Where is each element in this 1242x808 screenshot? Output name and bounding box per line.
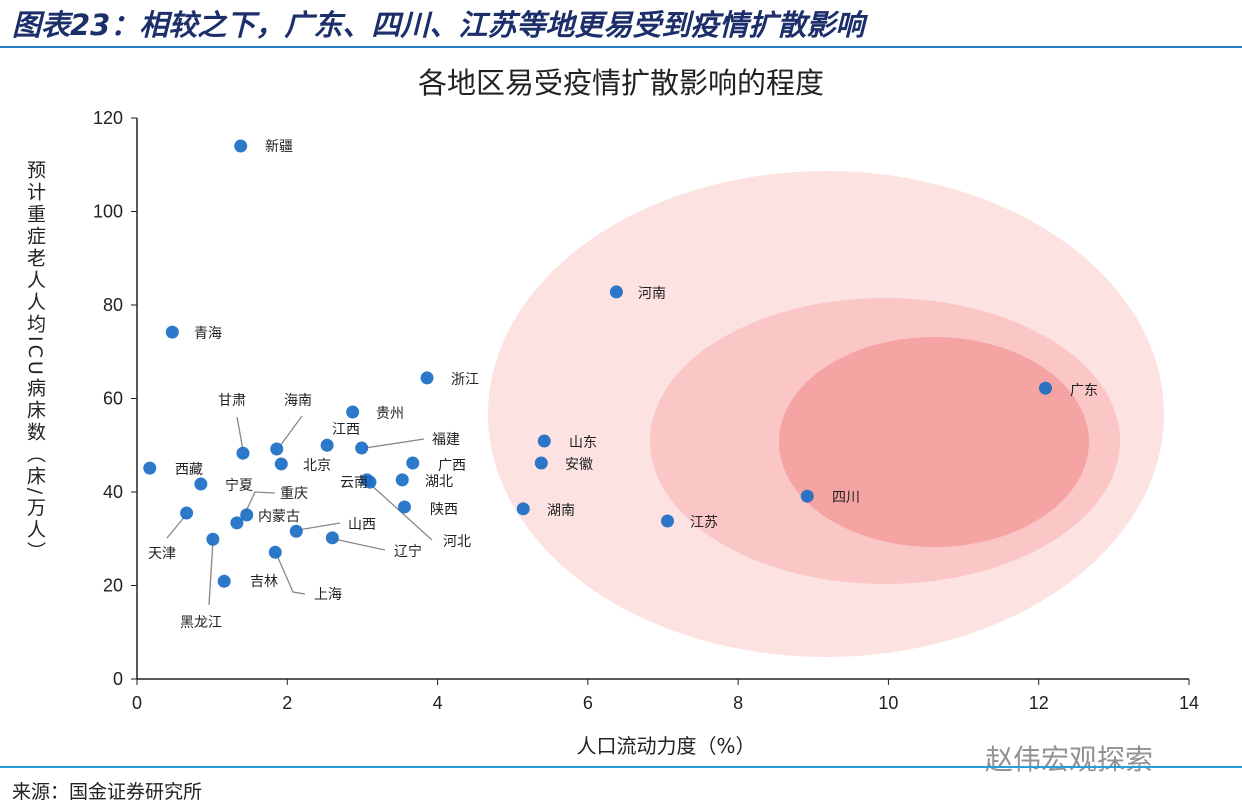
x-tick-label: 10 [878,693,898,713]
axes: 0 2 4 6 8 10 12 14 0 20 40 60 80 100 120 [93,108,1199,713]
leader-line [275,552,306,595]
data-point [234,139,248,153]
y-tick-label: 40 [103,482,123,502]
point-label: 福建 [432,432,460,448]
point-label: 四川 [832,490,860,506]
point-label: 宁夏 [225,477,253,494]
point-label: 吉林 [250,574,278,590]
point-label: 天津 [148,546,176,562]
title-divider [0,46,1242,48]
y-tick-label: 20 [103,576,123,596]
y-tick-label: 100 [93,202,123,222]
point-label: 甘肃 [218,393,246,409]
data-point [320,438,334,452]
data-point [406,456,420,470]
x-tick-label: 6 [583,693,593,713]
x-axis-label: 人口流动力度（%） [576,734,756,758]
point-label: 新疆 [265,139,293,155]
leader-line [236,416,244,451]
data-point [274,457,288,471]
point-label: 黑龙江 [180,615,222,631]
data-point [537,434,551,448]
risk-zone-inner [779,337,1089,547]
point-label: 湖北 [425,474,453,490]
data-point [236,446,250,460]
data-point [230,516,244,530]
point-label: 山东 [569,435,597,451]
figure-title: 图表23：相较之下，广东、四川、江苏等地更易受到疫情扩散影响 [12,8,865,42]
point-label: 青海 [194,326,222,342]
x-tick-label: 8 [733,693,743,713]
data-point [194,477,208,491]
data-point [346,405,360,419]
y-axis-label: 预计重症老人人均ICU病床数（床/万人） [24,160,46,564]
data-point [268,545,282,559]
point-label: 山西 [348,517,376,533]
data-point [270,442,284,456]
point-label: 安徽 [565,457,593,473]
data-point [398,500,412,514]
y-tick-label: 80 [103,295,123,315]
point-label: 内蒙古 [258,509,300,525]
point-label: 江西 [332,422,360,438]
point-label: 贵州 [376,406,404,422]
data-point [516,502,530,516]
data-point [180,506,194,520]
point-label: 河北 [443,534,471,550]
leader-lines [166,415,433,606]
point-label: 海南 [284,393,312,409]
data-point [609,285,623,299]
data-point [206,532,220,546]
data-point [240,508,254,522]
leader-line [208,540,214,606]
point-label: 北京 [303,458,331,474]
x-tick-label: 12 [1029,693,1049,713]
data-point [534,456,548,470]
data-point [217,574,231,588]
y-tick-label: 120 [93,108,123,128]
point-label: 河南 [638,286,666,302]
data-point [289,524,303,538]
data-points [143,139,1052,588]
data-point [1038,381,1052,395]
point-label: 湖南 [547,503,575,519]
data-point [165,325,179,339]
x-tick-label: 2 [282,693,292,713]
point-label: 辽宁 [394,543,422,560]
source-note: 来源：国金证券研究所 [12,781,203,803]
x-tick-label: 0 [132,693,142,713]
footer-divider [0,766,1242,768]
point-label: 浙江 [451,372,479,388]
leader-line [166,514,187,539]
point-label: 广西 [438,458,466,474]
leader-line [333,538,386,551]
point-label: 广东 [1070,383,1098,399]
point-label: 上海 [314,587,342,603]
data-point [363,475,377,489]
point-label: 云南 [340,475,368,491]
risk-zones [488,171,1164,657]
x-tick-label: 4 [433,693,443,713]
chart-title: 各地区易受疫情扩散影响的程度 [417,66,824,100]
data-point [325,531,339,545]
data-point [395,473,409,487]
point-label: 陕西 [430,502,458,518]
data-point [661,514,675,528]
leader-line [364,438,425,449]
point-label: 江苏 [690,515,718,531]
data-point [800,489,814,503]
y-tick-label: 0 [113,669,123,689]
point-label: 重庆 [280,486,308,502]
x-tick-label: 14 [1179,693,1199,713]
leader-line [297,522,341,531]
watermark: 赵伟宏观探索 [985,743,1154,776]
data-point [420,371,434,385]
y-tick-label: 60 [103,389,123,409]
data-point [355,441,369,455]
leader-line [279,415,303,447]
point-label: 西藏 [175,462,203,478]
data-point [143,461,157,475]
